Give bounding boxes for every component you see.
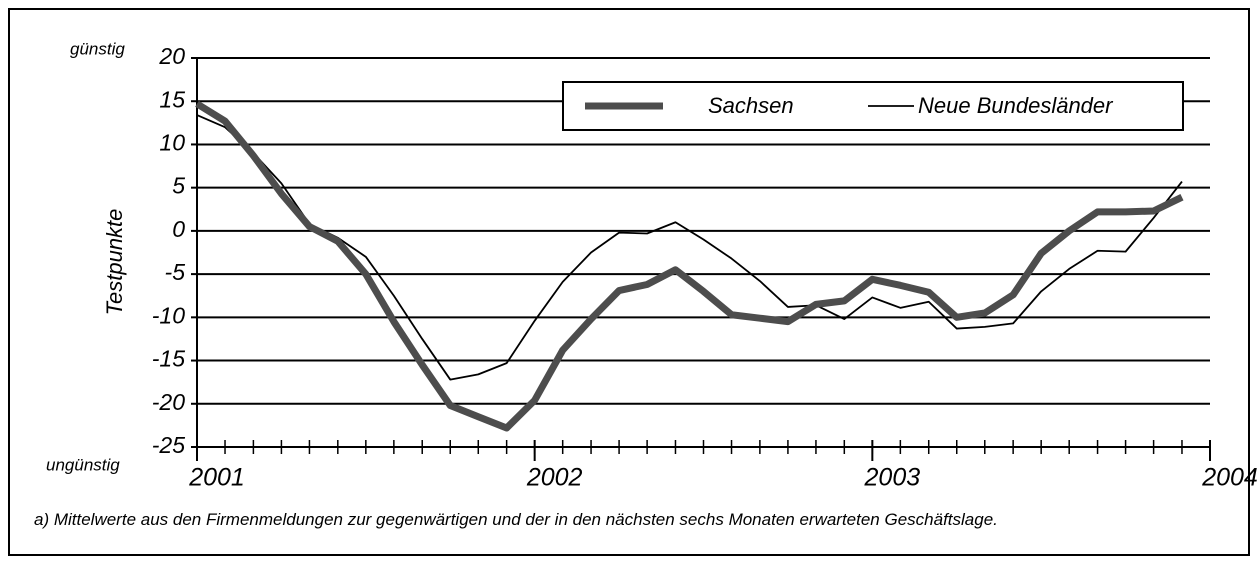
- x-tick-label: 2001: [188, 464, 245, 492]
- y-tick-label: -20: [152, 389, 185, 415]
- y-tick-label: -5: [165, 259, 186, 285]
- y-tick-label: -15: [152, 346, 185, 372]
- legend-label: Neue Bundesländer: [918, 93, 1114, 118]
- y-tick-label: -10: [152, 302, 185, 328]
- y-tick-label: -25: [152, 432, 185, 458]
- y-tick-label: 20: [158, 43, 185, 69]
- y-tick-label: 5: [172, 173, 185, 199]
- line: [196, 114, 1183, 381]
- x-tick-label: 2004: [1201, 464, 1258, 492]
- x-tick-label: 2002: [526, 464, 583, 492]
- y-axis-label: Testpunkte: [102, 209, 127, 316]
- y-tick-label: 15: [159, 86, 185, 112]
- line: [195, 100, 1184, 432]
- upper-note: günstig: [70, 39, 125, 58]
- chart: günstig ungünstig Testpunkte -25 -20 -15 -1…: [46, 39, 1258, 492]
- y-tick-label: 10: [159, 130, 185, 156]
- lower-note: ungünstig: [46, 455, 120, 474]
- x-tick-label: 2003: [864, 464, 921, 492]
- frame: [8, 8, 1250, 556]
- y-tick-label: 0: [172, 216, 185, 242]
- legend-label: Sachsen: [708, 93, 794, 118]
- footnote: a) Mittelwerte aus den Firmenmeldungen z…: [34, 510, 998, 529]
